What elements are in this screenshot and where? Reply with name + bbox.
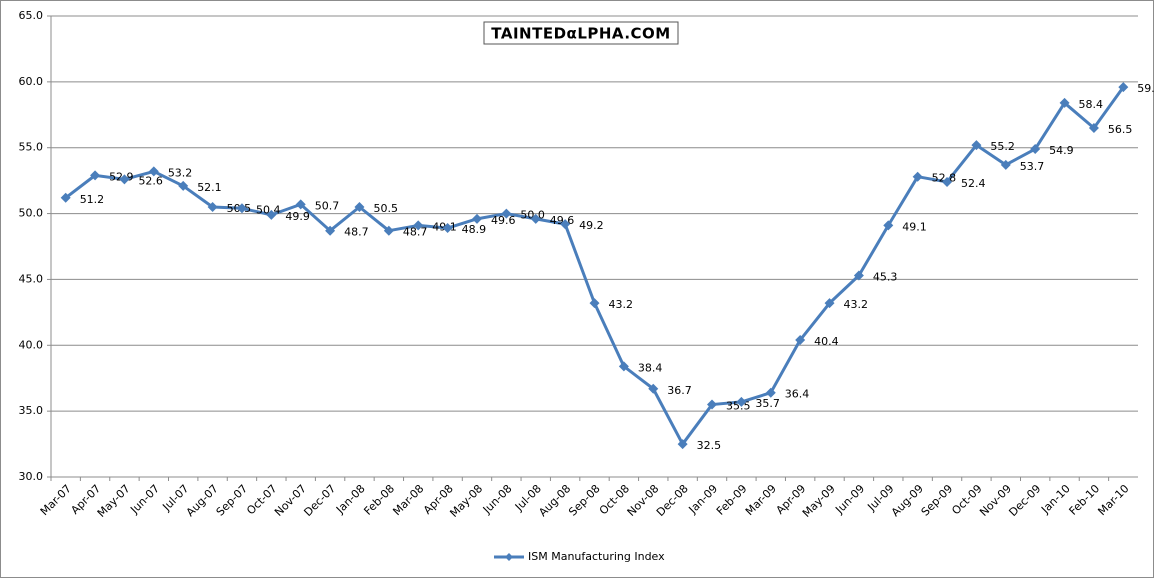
data-point [295,199,306,210]
y-tick-label: 40.0 [19,338,44,351]
data-point [1118,82,1129,93]
watermark-box [483,21,679,45]
data-label: 40.4 [814,335,839,348]
data-point [560,219,571,230]
y-tick-label: 55.0 [19,141,44,154]
data-label: 48.7 [403,226,428,239]
data-point [971,140,982,151]
data-label: 35.7 [755,397,780,410]
y-tick-label: 65.0 [19,9,44,22]
data-point [383,225,394,236]
data-point [1059,97,1070,108]
data-point [942,176,953,187]
data-label: 52.9 [109,170,134,183]
data-point [589,298,600,309]
data-point [912,171,923,182]
data-point [765,387,776,398]
data-point [413,220,424,231]
data-point [1030,144,1041,155]
data-point [648,383,659,394]
data-label: 56.5 [1108,123,1133,136]
data-label: 50.7 [315,199,340,212]
data-label: 48.7 [344,226,369,239]
data-label: 36.7 [667,384,692,397]
data-label: 53.7 [1020,160,1045,173]
data-label: 45.3 [873,270,898,283]
data-label: 54.9 [1049,144,1074,157]
y-tick-label: 50.0 [19,207,44,220]
data-label: 51.2 [80,193,105,206]
data-label: 36.4 [785,388,810,401]
y-tick-label: 45.0 [19,272,44,285]
data-label: 49.1 [902,220,927,233]
data-point [178,180,189,191]
data-point [325,225,336,236]
data-label: 59.6 [1137,82,1155,95]
data-point [736,396,747,407]
y-tick-label: 60.0 [19,75,44,88]
data-point [148,166,159,177]
data-label: 55.2 [990,140,1015,153]
data-label: 49.6 [491,214,515,227]
data-point [1088,122,1099,133]
legend-label: ISM Manufacturing Index [528,550,665,563]
data-point [207,201,218,212]
data-point [795,335,806,346]
data-point [60,192,71,203]
data-point [442,223,453,234]
data-point [501,208,512,219]
data-point [707,399,718,410]
data-label: 38.4 [638,361,663,374]
data-point [236,203,247,214]
data-label: 50.5 [373,202,398,215]
data-label: 43.2 [844,298,869,311]
data-label: 32.5 [697,439,722,452]
data-label: 52.1 [197,181,222,194]
data-label: 43.2 [609,298,634,311]
data-label: 48.9 [462,223,487,236]
y-tick-label: 30.0 [19,470,44,483]
data-point [354,201,365,212]
data-label: 49.9 [285,210,310,223]
data-label: 58.4 [1079,98,1104,111]
data-point [618,361,629,372]
data-point [883,220,894,231]
data-point [530,213,541,224]
data-point [824,298,835,309]
data-point [677,439,688,450]
y-tick-label: 35.0 [19,404,44,417]
watermark: TAINTEDαLPHA.COM [491,25,670,43]
data-label: 49.2 [579,219,604,232]
data-point [853,270,864,281]
data-point [90,170,101,181]
legend-marker [505,553,513,561]
data-point [119,174,130,185]
data-label: 52.4 [961,177,986,190]
data-point [1000,159,1011,170]
data-point [471,213,482,224]
data-point [266,209,277,220]
data-label: 52.6 [138,174,163,187]
data-label: 53.2 [168,166,193,179]
